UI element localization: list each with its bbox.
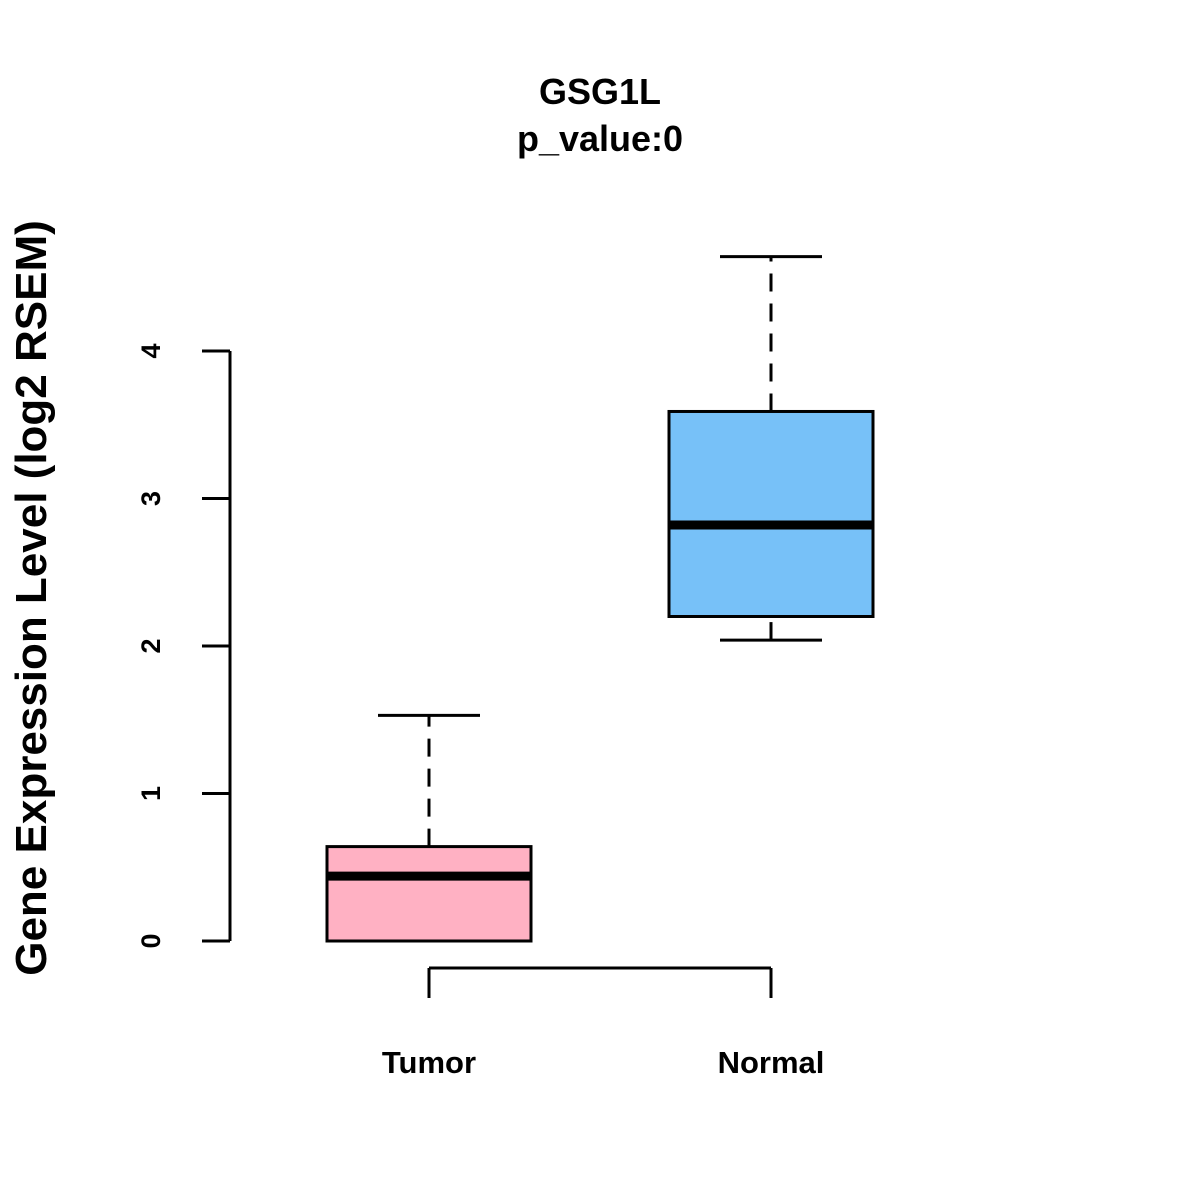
box-body xyxy=(667,409,875,618)
chart-subtitle: p_value:0 xyxy=(517,118,683,159)
y-tick-label: 1 xyxy=(136,786,166,801)
y-tick-label: 0 xyxy=(136,933,166,948)
chart-title: GSG1L xyxy=(539,71,661,112)
box-series xyxy=(325,255,875,943)
y-axis-label: Gene Expression Level (log2 RSEM) xyxy=(7,220,56,976)
box-body xyxy=(325,845,533,943)
x-tick-label: Normal xyxy=(718,1045,825,1080)
y-axis: 0 1 2 3 4 xyxy=(136,343,232,949)
y-tick-label: 4 xyxy=(136,343,166,358)
x-axis: Tumor Normal xyxy=(382,966,825,1080)
box-tumor xyxy=(325,713,533,943)
x-tick-label: Tumor xyxy=(382,1045,476,1080)
y-tick-label: 3 xyxy=(136,491,166,506)
box-normal xyxy=(667,255,875,642)
y-tick-label: 2 xyxy=(136,638,166,653)
